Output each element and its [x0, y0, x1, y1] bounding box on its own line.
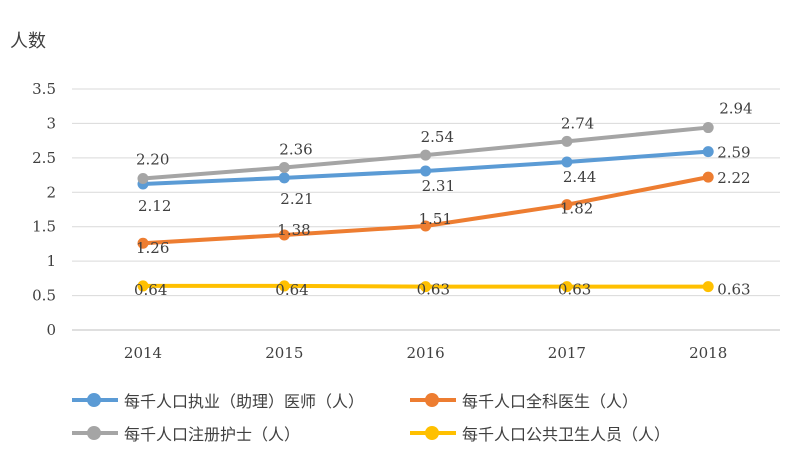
- data-point: [561, 281, 573, 293]
- y-tick-label: 2: [46, 183, 56, 201]
- legend-swatch: [410, 426, 456, 440]
- data-label: 2.31: [422, 177, 455, 195]
- legend-swatch-dot: [87, 426, 101, 440]
- data-label: 2.12: [138, 197, 171, 215]
- data-label: 2.36: [279, 140, 312, 158]
- y-tick-label: 2.5: [32, 149, 56, 167]
- legend-swatch: [72, 393, 118, 407]
- data-label: 2.20: [136, 151, 169, 169]
- data-label: 1.82: [560, 200, 593, 218]
- data-point: [561, 199, 573, 211]
- data-point: [137, 173, 149, 185]
- y-tick-label: 1.5: [32, 218, 56, 236]
- y-axis-title: 人数: [10, 31, 46, 52]
- legend-swatch-dot: [87, 393, 101, 407]
- data-point: [702, 122, 714, 134]
- x-tick-label: 2014: [124, 344, 162, 362]
- data-point: [278, 161, 290, 173]
- data-point: [702, 146, 714, 158]
- data-label: 1.26: [136, 239, 169, 257]
- data-label: 2.54: [421, 128, 454, 146]
- data-label: 2.44: [563, 168, 596, 186]
- y-tick-label: 1: [46, 252, 56, 270]
- data-label: 0.63: [558, 281, 591, 299]
- legend-label: 每千人口公共卫生人员（人）: [462, 425, 671, 444]
- legend-label: 每千人口注册护士（人）: [124, 425, 301, 444]
- data-point: [137, 280, 149, 292]
- data-label: 0.64: [275, 281, 308, 299]
- legend-item: 每千人口全科医生（人）: [410, 388, 638, 412]
- data-label: 1.38: [277, 221, 310, 239]
- data-point: [420, 165, 432, 177]
- legend-swatch: [410, 393, 456, 407]
- data-label: 2.22: [717, 169, 750, 187]
- x-tick-label: 2016: [407, 344, 445, 362]
- data-point: [561, 135, 573, 147]
- data-point: [278, 280, 290, 292]
- data-point: [702, 281, 714, 293]
- data-label: 0.63: [717, 281, 750, 299]
- data-label: 2.59: [717, 144, 750, 162]
- data-point: [561, 156, 573, 168]
- data-point: [420, 220, 432, 232]
- x-tick-label: 2015: [265, 344, 303, 362]
- data-label: 0.63: [417, 281, 450, 299]
- y-tick-label: 0: [46, 321, 56, 339]
- data-label: 2.94: [719, 100, 752, 118]
- legend-swatch: [72, 426, 118, 440]
- data-point: [278, 229, 290, 241]
- legend-swatch-dot: [425, 393, 439, 407]
- legend-item: 每千人口公共卫生人员（人）: [410, 421, 670, 445]
- legend-item: 每千人口执业（助理）医师（人）: [72, 388, 364, 412]
- legend-swatch-dot: [425, 426, 439, 440]
- x-tick-label: 2018: [689, 344, 727, 362]
- data-point: [702, 171, 714, 183]
- y-tick-label: 3: [46, 114, 56, 132]
- data-label: 0.64: [134, 281, 167, 299]
- data-point: [420, 149, 432, 161]
- y-tick-label: 3.5: [32, 80, 56, 98]
- x-tick-label: 2017: [548, 344, 586, 362]
- data-label: 1.51: [419, 210, 452, 228]
- data-label: 2.21: [280, 190, 313, 208]
- legend-label: 每千人口全科医生（人）: [462, 392, 639, 411]
- y-tick-label: 0.5: [32, 287, 56, 305]
- legend-label: 每千人口执业（助理）医师（人）: [124, 392, 365, 411]
- data-point: [137, 237, 149, 249]
- line-chart: 0 0.5 1 1.5 2 2.5 3 3.5 2014 2015 2016 2017 2018 2.12…: [32, 80, 780, 362]
- data-point: [420, 281, 432, 293]
- data-label: 2.74: [561, 114, 594, 132]
- legend-item: 每千人口注册护士（人）: [72, 421, 300, 445]
- data-point: [278, 172, 290, 184]
